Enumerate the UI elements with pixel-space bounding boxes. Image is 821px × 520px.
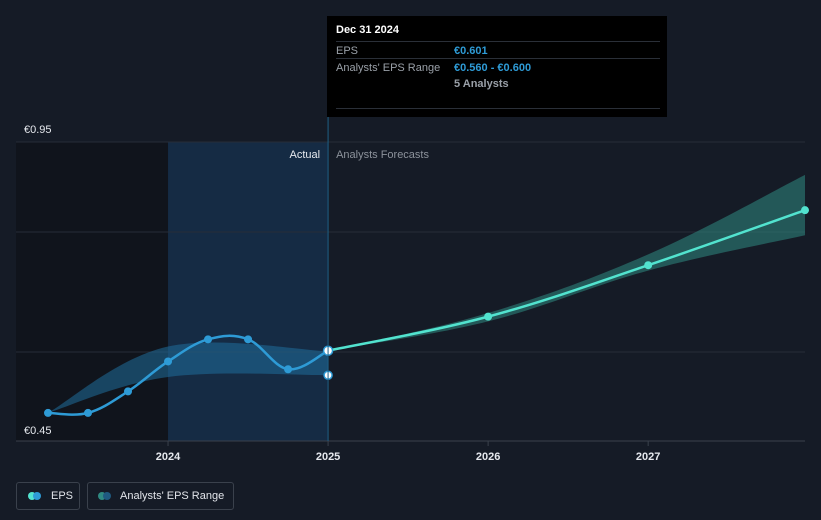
tooltip-range-value: €0.560 - €0.600 xyxy=(454,62,532,74)
x-axis-label: 2025 xyxy=(316,451,340,463)
eps-range-band xyxy=(48,342,329,413)
tooltip-range-label: Analysts' EPS Range xyxy=(336,62,441,74)
eps-point xyxy=(84,408,93,417)
eps-point xyxy=(801,206,809,215)
legend-eps-label: EPS xyxy=(51,490,74,502)
tooltip-eps-row: EPS €0.601 xyxy=(336,41,660,59)
gridlines xyxy=(16,141,805,446)
forecast-label: Analysts Forecasts xyxy=(336,149,429,161)
x-axis-label: 2026 xyxy=(476,451,500,463)
actual-highlight-region xyxy=(168,142,329,441)
eps-tooltip: Dec 31 2024 EPS €0.601 Analysts' EPS Ran… xyxy=(327,16,667,117)
tooltip-eps-label: EPS xyxy=(336,45,359,57)
tooltip-analysts-row: 5 Analysts xyxy=(336,75,660,92)
legend-eps-toggle[interactable]: EPS xyxy=(16,482,80,510)
eps-range-band xyxy=(328,174,805,351)
eps-legend-swatch xyxy=(28,492,41,500)
range-legend-swatch xyxy=(98,492,111,500)
tooltip-range-row: Analysts' EPS Range €0.560 - €0.600 xyxy=(336,58,660,76)
x-axis-labels: 2024 2025 2026 2027 xyxy=(156,451,661,463)
tooltip-analysts-count: 5 Analysts xyxy=(454,78,509,90)
tooltip-date: Dec 31 2024 xyxy=(336,24,399,36)
tooltip-divider xyxy=(336,108,660,109)
x-axis-label: 2024 xyxy=(156,451,181,463)
eps-point xyxy=(244,335,253,344)
eps-point xyxy=(644,261,653,270)
eps-point xyxy=(484,312,493,321)
eps-point xyxy=(204,335,213,344)
legend-range-label: Analysts' EPS Range xyxy=(120,490,225,502)
y-axis-label: €0.95 xyxy=(24,124,52,136)
x-axis-label: 2027 xyxy=(636,451,660,463)
y-axis-labels: €0.95 €0.45 xyxy=(24,124,52,437)
eps-point xyxy=(284,365,293,374)
eps-point xyxy=(124,387,133,396)
eps-range-bands xyxy=(48,174,805,413)
tooltip-eps-value: €0.601 xyxy=(454,45,488,57)
eps-line xyxy=(327,208,806,352)
actual-label: Actual xyxy=(289,149,320,161)
eps-point xyxy=(44,408,52,417)
y-axis-label: €0.45 xyxy=(24,425,52,437)
eps-point xyxy=(164,357,173,366)
legend-range-toggle[interactable]: Analysts' EPS Range xyxy=(87,482,234,510)
